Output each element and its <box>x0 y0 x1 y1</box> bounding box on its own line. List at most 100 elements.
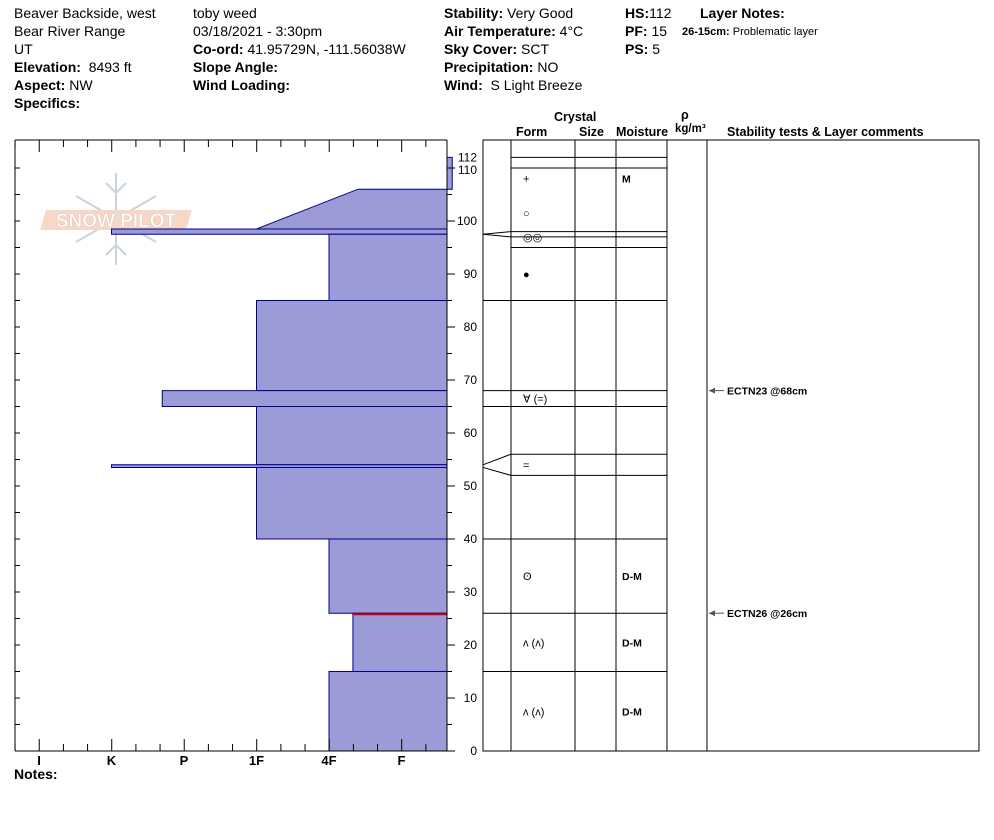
depth-tick-label: 60 <box>464 426 478 440</box>
elevation: Elevation: 8493 ft <box>14 58 132 76</box>
hardness-layer <box>328 671 448 752</box>
layer-connector-line <box>482 453 512 466</box>
air-temp-label: Air Temperature: <box>444 23 556 39</box>
crystal-form: ○ <box>523 208 530 220</box>
layer-note: 26-15cm: Problematic layer <box>682 23 818 41</box>
logo-text: SNOW PILOT <box>56 211 177 232</box>
sky-cover: Sky Cover: SCT <box>444 40 549 58</box>
aspect: Aspect: NW <box>14 76 93 94</box>
crystal-moisture: D-M <box>622 706 642 718</box>
hardness-layer <box>328 538 448 614</box>
ps-value: 5 <box>652 41 661 57</box>
snow-profile-chart: SNOW PILOT I K P 1F 4F F 0 10 20 30 40 50 60 70 80 90 10… <box>14 139 980 768</box>
ps-label: PS: <box>625 41 649 57</box>
layer-connector-line <box>482 231 512 235</box>
aspect-value: NW <box>69 77 93 93</box>
stability-arrow <box>709 610 715 617</box>
crystal-moisture: D-M <box>622 637 642 649</box>
layer-notes-heading: Layer Notes: <box>700 4 785 22</box>
wind-loading-label: Wind Loading: <box>193 77 291 93</box>
hardness-label: I <box>37 753 41 768</box>
specifics-label: Specifics: <box>14 95 81 111</box>
crystal-moisture: M <box>622 174 631 186</box>
col-rho: ρ <box>681 108 689 122</box>
precipitation: Precipitation: NO <box>444 58 558 76</box>
hardness-label: 4F <box>321 753 336 768</box>
slope-angle: Slope Angle: <box>193 58 278 76</box>
sky-value: SCT <box>521 41 550 57</box>
wind-value: S Light Breeze <box>490 77 583 93</box>
layer-connector-line <box>482 233 512 238</box>
col-size: Size <box>579 125 605 139</box>
depth-tick-label: 100 <box>457 214 477 228</box>
crystal-form: ∀ (=) <box>523 394 547 406</box>
wind: Wind: S Light Breeze <box>444 76 582 94</box>
stability-test-label: ECTN23 @68cm <box>727 386 807 398</box>
stability-label: Stability: <box>444 5 504 21</box>
pf-value: 15 <box>651 23 668 39</box>
hardness-label: K <box>107 753 117 768</box>
stability: Stability: Very Good <box>444 4 573 22</box>
hardness-layer <box>111 228 448 235</box>
hardness-label: 1F <box>249 753 264 768</box>
specifics: Specifics: <box>14 94 80 112</box>
hardness-layer <box>256 188 448 230</box>
air-temp-value: 4°C <box>559 23 584 39</box>
crystal-form: ʌ (ʌ) <box>523 706 544 718</box>
hardness-layer <box>161 390 448 407</box>
logo-banner <box>40 210 192 230</box>
pf: PF: 15 <box>625 22 667 40</box>
hardness-layer <box>352 612 448 672</box>
hardness-label: F <box>398 753 406 768</box>
crystal-form: ʘ <box>523 571 532 583</box>
datetime: 03/18/2021 - 3:30pm <box>193 23 323 39</box>
ps: PS: 5 <box>625 40 660 58</box>
hardness-layer <box>256 406 448 466</box>
layer-note-range: 26-15cm: <box>682 26 730 38</box>
hardness-layer <box>256 466 448 540</box>
precip-label: Precipitation: <box>444 59 534 75</box>
col-form: Form <box>516 125 548 139</box>
notes-label: Notes: <box>14 766 58 782</box>
pf-label: PF: <box>625 23 648 39</box>
hs-value: 112 <box>649 5 672 21</box>
depth-tick-label: 50 <box>464 479 478 493</box>
depth-tick-label: 20 <box>464 638 478 652</box>
hs-label: HS: <box>625 5 650 21</box>
layer-notes-label: Layer Notes: <box>700 5 785 21</box>
air-temp: Air Temperature: 4°C <box>444 22 583 40</box>
col-crystal: Crystal <box>554 110 597 124</box>
aspect-label: Aspect: <box>14 77 66 93</box>
col-moisture: Moisture <box>616 125 669 139</box>
col-density-unit: kg/m³ <box>675 123 706 135</box>
col-stability: Stability tests & Layer comments <box>727 125 924 139</box>
wind-label: Wind: <box>444 77 483 93</box>
hardness-layer <box>446 156 453 190</box>
crystal-form: ◎◎ <box>523 232 542 244</box>
layer-note-text: Problematic layer <box>732 26 818 38</box>
elevation-label: Elevation: <box>14 59 81 75</box>
state: UT <box>14 41 33 57</box>
range: Bear River Range <box>14 23 126 39</box>
observer: toby weed <box>193 5 257 21</box>
coord: Co-ord: 41.95729N, -111.56038W <box>193 40 406 58</box>
sky-label: Sky Cover: <box>444 41 518 57</box>
crystal-form: ● <box>523 269 530 281</box>
hardness-layer <box>328 233 448 301</box>
snowpilot-logo: SNOW PILOT <box>40 173 192 265</box>
hardness-label: P <box>180 753 189 768</box>
stability-test-label: ECTN26 @26cm <box>727 608 807 620</box>
depth-tick-label: 0 <box>470 744 477 758</box>
hardness-layer <box>256 300 448 392</box>
depth-tick-label: 10 <box>464 691 478 705</box>
depth-tick-label: 40 <box>464 532 478 546</box>
crystal-form: + <box>523 174 529 186</box>
depth-tick-label: 90 <box>464 267 478 281</box>
stability-value: Very Good <box>507 5 574 21</box>
crystal-form: = <box>523 460 529 472</box>
coord-value: 41.95729N, -111.56038W <box>247 41 406 57</box>
crystal-form: ʌ (ʌ) <box>523 637 544 649</box>
depth-tick-label: 112 <box>458 150 477 164</box>
wind-loading: Wind Loading: <box>193 76 290 94</box>
coord-label: Co-ord: <box>193 41 244 57</box>
